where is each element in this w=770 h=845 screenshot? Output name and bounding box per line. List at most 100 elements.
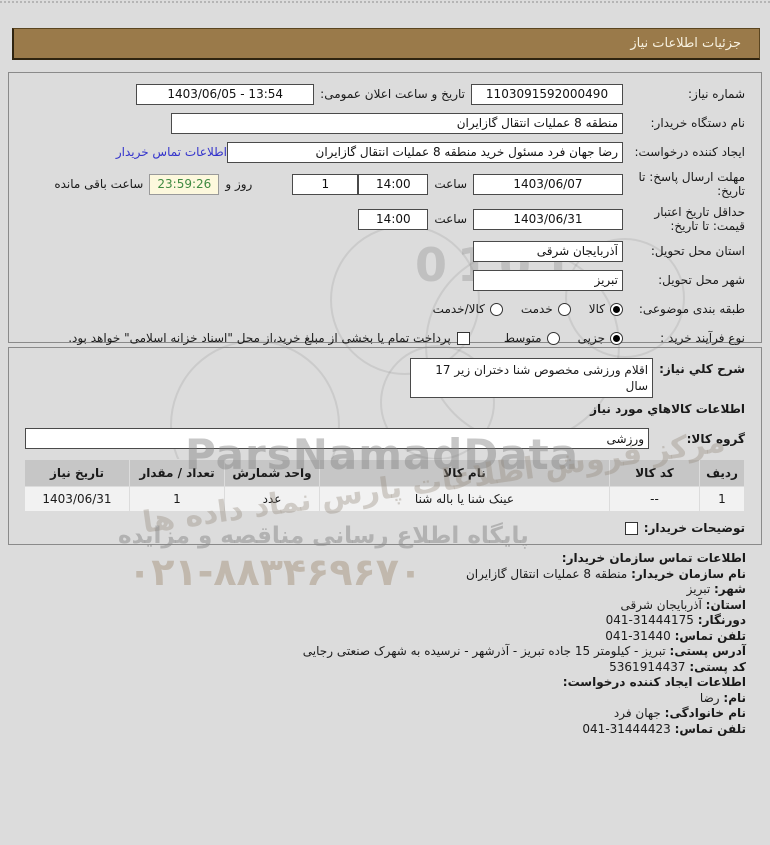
classification-label: طبقه بندی موضوعی: [638, 302, 745, 316]
radio-partial-label: جزیی [577, 331, 605, 345]
validity-time-input[interactable] [358, 208, 429, 230]
purchase-type-label: نوع فرآیند خرید : [660, 331, 745, 345]
buyer-device-label: نام دستگاه خریدار: [650, 116, 746, 130]
contact-label: نام: [723, 690, 746, 705]
delivery-city-row: شهر محل تحویل: [25, 269, 745, 291]
contact-line: استان: آذربایجان شرقی [20, 598, 746, 614]
contact-line: تلفن تماس: 31440-041 [20, 629, 746, 645]
buyer-notes-row: توضیحات خریدار: [25, 521, 745, 535]
contact-line: تلفن تماس: 31444423-041 [20, 722, 746, 738]
buyer-notes-checkbox[interactable] [624, 521, 638, 535]
goods-group-label: گروه کالا: [686, 431, 745, 446]
radio-medium-label: متوسط [503, 331, 542, 345]
cell-unit: عدد [224, 486, 320, 512]
deadline-date-input[interactable] [473, 173, 623, 195]
contact-label: کد پستی: [689, 659, 746, 674]
contact-line: نام: رضا [20, 691, 746, 707]
buyer-contact-link[interactable]: اطلاعات تماس خریدار [115, 145, 227, 159]
buyer-device-input[interactable] [171, 112, 623, 134]
response-deadline-row: مهلت ارسال پاسخ: تا تاریخ: ساعت روز و سا… [25, 170, 745, 198]
radio-medium[interactable] [546, 331, 560, 345]
classification-row: طبقه بندی موضوعی: کالا خدمت کالا/خدمت [25, 298, 745, 320]
contact-label: نام خانوادگی: [664, 706, 746, 720]
page-title: جزئیات اطلاعات نیاز [12, 28, 760, 60]
page-title-text: جزئیات اطلاعات نیاز [630, 36, 741, 51]
radio-service-label: خدمت [520, 302, 553, 316]
contact-label: آدرس پستی: [669, 644, 746, 658]
goods-group-input[interactable] [25, 428, 649, 449]
cell-row-number: 1 [699, 486, 745, 512]
delivery-city-input[interactable] [473, 269, 623, 291]
goods-table: ردیف کد کالا نام کالا واحد شمارش تعداد /… [24, 459, 745, 512]
delivery-province-input[interactable] [473, 240, 623, 262]
need-description-value: اقلام ورزشی مخصوص شنا دختران زیر 17 سال [410, 358, 654, 398]
contact-label: تلفن تماس: [674, 628, 746, 643]
goods-info-header: اطلاعات کالاهاي مورد نياز [590, 402, 745, 416]
contact-label: استان: [705, 597, 746, 612]
radio-partial[interactable] [610, 331, 623, 345]
contact-value: آذربایجان شرقی [620, 597, 702, 612]
contact-value: تبریز - کیلومتر 15 جاده تبریز - آذرشهر -… [302, 644, 666, 658]
col-header-item-name: نام کالا [319, 459, 610, 487]
contact-line: کد پستی: 5361914437 [20, 660, 746, 676]
contact-label: شهر: [714, 582, 746, 596]
col-header-quantity: تعداد / مقدار [129, 459, 225, 487]
announce-label: تاریخ و ساعت اعلان عمومی: [320, 87, 465, 101]
top-dotted-divider [0, 1, 770, 3]
contact-label: نام سازمان خریدار: [631, 566, 746, 581]
validity-hour-label: ساعت [434, 212, 467, 226]
purchase-type-row: نوع فرآیند خرید : جزیی متوسط پرداخت تمام… [25, 327, 745, 349]
request-creator-input[interactable] [227, 141, 623, 163]
delivery-province-row: استان محل تحویل: [25, 240, 745, 262]
delivery-province-label: استان محل تحویل: [650, 244, 745, 258]
countdown-timer [149, 173, 220, 195]
cell-item-name: عینک شنا یا باله شنا [319, 486, 610, 512]
contact-line: نام خانوادگی: جهان فرد [20, 706, 746, 722]
delivery-city-label: شهر محل تحویل: [658, 273, 745, 287]
contact-value: 31444175-041 [605, 613, 694, 627]
radio-service[interactable] [557, 302, 571, 316]
radio-goods[interactable] [610, 302, 623, 316]
contact-value: رضا [699, 690, 720, 705]
buyer-notes-label: توضیحات خریدار: [643, 521, 745, 535]
response-deadline-label: مهلت ارسال پاسخ: تا تاریخ: [638, 170, 745, 198]
price-validity-row: حداقل تاریخ اعتبار قیمت: تا تاریخ: ساعت [25, 205, 745, 233]
buyer-device-row: نام دستگاه خریدار: [25, 112, 745, 134]
need-number-input[interactable] [471, 83, 623, 105]
goods-table-header-row: ردیف کد کالا نام کالا واحد شمارش تعداد /… [24, 459, 745, 487]
contact-value: تبریز [686, 582, 711, 596]
deadline-hour-label: ساعت [434, 177, 467, 191]
day-and-label: روز و [225, 177, 253, 191]
goods-group-row: گروه کالا: [25, 428, 745, 449]
contact-value: 5361914437 [609, 659, 686, 674]
contact-label: تلفن تماس: [674, 721, 746, 736]
col-header-item-code: کد کالا [609, 459, 700, 487]
remaining-hours-label: ساعت باقی مانده [54, 177, 144, 191]
radio-goods-service[interactable] [489, 302, 503, 316]
request-creator-label: ایجاد کننده درخواست: [634, 145, 745, 159]
col-header-need-date: تاریخ نیاز [24, 459, 130, 487]
need-number-label: شماره نیاز: [688, 87, 745, 101]
need-description-row: شرح کلي نياز: اقلام ورزشی مخصوص شنا دختر… [25, 358, 745, 398]
table-row: 1 -- عینک شنا یا باله شنا عدد 1 1403/06/… [24, 486, 745, 512]
contact-value: 31440-041 [605, 628, 671, 643]
need-number-row: شماره نیاز: تاریخ و ساعت اعلان عمومی: [25, 83, 745, 105]
announce-datetime-input[interactable] [136, 83, 315, 105]
treasury-note: پرداخت تمام یا بخشی از مبلغ خرید،از محل … [68, 331, 451, 345]
cell-item-code: -- [609, 486, 700, 512]
creator-contact-header: اطلاعات ایجاد کننده درخواست: [562, 675, 746, 689]
need-info-panel: شماره نیاز: تاریخ و ساعت اعلان عمومی: نا… [8, 72, 762, 345]
goods-panel: شرح کلي نياز: اقلام ورزشی مخصوص شنا دختر… [8, 347, 762, 545]
remaining-days-input[interactable] [292, 173, 359, 195]
request-creator-row: ایجاد کننده درخواست: اطلاعات تماس خریدار [25, 141, 745, 163]
col-header-row-number: ردیف [699, 459, 745, 487]
contact-line: دورنگار: 31444175-041 [20, 613, 746, 629]
need-description-label: شرح کلي نياز: [659, 362, 745, 376]
validity-date-input[interactable] [473, 208, 623, 230]
deadline-time-input[interactable] [358, 173, 429, 195]
radio-goods-label: کالا [588, 302, 605, 316]
contact-value: جهان فرد [613, 706, 661, 720]
treasury-checkbox[interactable] [456, 331, 470, 345]
cell-quantity: 1 [129, 486, 225, 512]
cell-need-date: 1403/06/31 [24, 486, 130, 512]
